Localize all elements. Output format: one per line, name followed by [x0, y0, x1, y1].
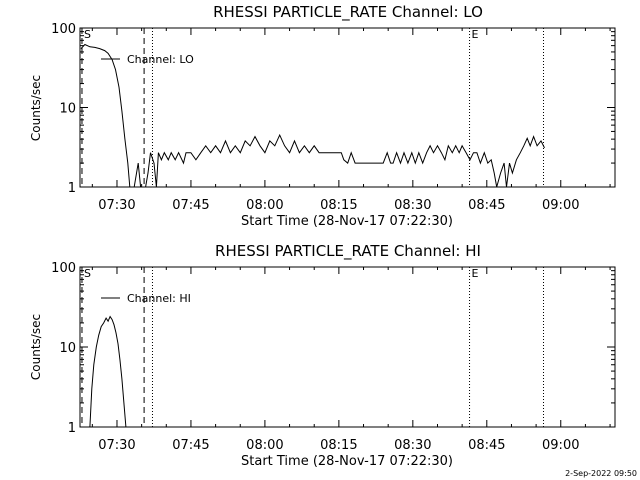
chart-hi-ytick-label-1: 10 [59, 341, 76, 356]
chart-hi-xtick-label-6: 09:00 [542, 438, 579, 453]
chart-lo-xtick-label-4: 08:30 [394, 198, 431, 213]
chart-hi-xtick-label-1: 07:45 [172, 438, 209, 453]
chart-lo-xtick-label-5: 08:45 [468, 198, 505, 213]
chart-lo-marker-label-0: S [84, 28, 91, 41]
chart-lo-xlabel: Start Time (28-Nov-17 07:22:30) [241, 214, 453, 229]
chart-lo-title: RHESSI PARTICLE_RATE Channel: LO [213, 3, 483, 22]
chart-lo-xtick-label-6: 09:00 [542, 198, 579, 213]
chart-hi-title: RHESSI PARTICLE_RATE Channel: HI [215, 242, 481, 261]
chart-hi-xtick-label-4: 08:30 [394, 438, 431, 453]
chart-lo-xtick-label-0: 07:30 [98, 198, 135, 213]
chart-hi-xtick-label-3: 08:15 [320, 438, 357, 453]
chart-hi-ylabel: Counts/sec [29, 314, 43, 380]
chart-hi-xtick-label-5: 08:45 [468, 438, 505, 453]
chart-lo-xtick-label-1: 07:45 [172, 198, 209, 213]
chart-lo-ytick-label-2: 100 [51, 22, 76, 37]
chart-lo-axes: 07:30 07:45 08:00 08:15 08:30 08:45 09:00 1 10 10… [51, 22, 615, 213]
chart-lo-ylabel: Counts/sec [29, 75, 43, 141]
chart-hi-plot-frame [79, 266, 616, 428]
chart-lo-legend-label: Channel: LO [127, 53, 194, 66]
chart-hi-marker-label-3: E [472, 267, 479, 280]
chart-hi-ytick-label-2: 100 [51, 261, 76, 276]
chart-lo-marker-label-3: E [472, 28, 479, 41]
chart-lo-xtick-label-2: 08:00 [246, 198, 283, 213]
chart-lo-series-line [80, 43, 545, 188]
chart-hi-marker-label-0: S [84, 267, 91, 280]
chart-lo-ytick-label-1: 10 [59, 102, 76, 117]
chart-hi-axes: 07:30 07:45 08:00 08:15 08:30 08:45 09:00 1 10 10… [51, 261, 615, 453]
chart-hi-xtick-label-0: 07:30 [98, 438, 135, 453]
chart-hi-ytick-label-0: 1 [68, 421, 76, 436]
chart-hi-legend-label: Channel: HI [127, 292, 191, 305]
footer-timestamp: 2-Sep-2022 09:50 [565, 469, 637, 478]
chart-hi-series-line [89, 315, 127, 428]
chart-hi-xlabel: Start Time (28-Nov-17 07:22:30) [241, 454, 453, 469]
chart-lo-ytick-label-0: 1 [68, 181, 76, 196]
chart-hi-xtick-label-2: 08:00 [246, 438, 283, 453]
chart-lo-xtick-label-3: 08:15 [320, 198, 357, 213]
